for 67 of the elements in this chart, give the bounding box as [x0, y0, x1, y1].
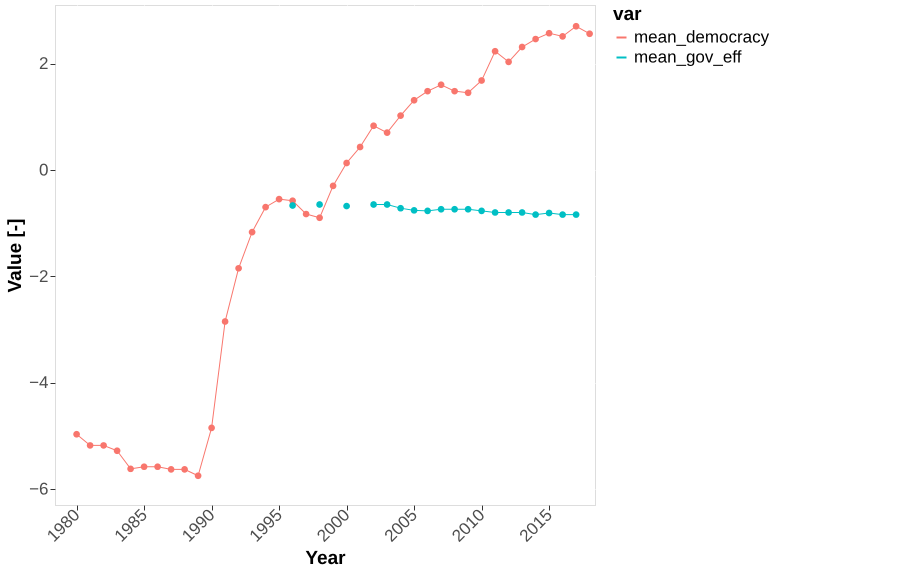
- y-axis-title: Value [-]: [5, 218, 26, 292]
- point: [168, 466, 174, 473]
- point: [464, 89, 472, 96]
- point: [438, 81, 444, 88]
- point: [451, 206, 458, 213]
- point: [559, 33, 566, 40]
- point: [356, 144, 364, 150]
- point: [316, 201, 323, 208]
- legend-label: mean_democracy: [634, 28, 770, 46]
- point: [505, 209, 512, 216]
- point: [532, 36, 539, 42]
- point: [235, 264, 242, 272]
- point: [100, 442, 107, 449]
- point: [194, 472, 202, 480]
- point: [546, 30, 552, 37]
- x-axis-title: Year: [305, 548, 346, 569]
- point: [410, 96, 418, 104]
- point: [114, 447, 120, 454]
- point: [572, 22, 580, 30]
- point: [384, 129, 390, 136]
- point: [424, 208, 431, 214]
- point: [438, 206, 444, 213]
- point: [505, 58, 512, 66]
- point: [343, 202, 350, 210]
- point: [127, 465, 134, 472]
- point: [370, 122, 377, 130]
- legend-label: mean_gov_eff: [634, 48, 742, 66]
- point: [546, 210, 552, 216]
- point: [154, 463, 161, 470]
- point: [262, 204, 269, 210]
- point: [492, 48, 498, 55]
- y-tick-label: −4: [29, 373, 48, 392]
- y-tick-label: 2: [39, 54, 48, 74]
- point: [586, 30, 593, 38]
- y-tick-label: 0: [39, 160, 48, 180]
- point: [289, 202, 296, 209]
- y-tick-label: −6: [29, 480, 48, 499]
- point: [316, 214, 323, 222]
- point: [464, 206, 472, 213]
- point: [572, 211, 580, 218]
- legend-title: var: [613, 4, 642, 25]
- point: [73, 430, 80, 438]
- point: [532, 211, 539, 218]
- point: [410, 206, 418, 214]
- point: [208, 424, 215, 432]
- point: [343, 160, 350, 166]
- point: [478, 77, 485, 84]
- point: [222, 318, 228, 325]
- point: [140, 463, 148, 470]
- point: [559, 211, 566, 218]
- point: [330, 182, 336, 190]
- point: [492, 209, 498, 216]
- point: [478, 208, 485, 214]
- y-tick-label: −2: [29, 266, 48, 286]
- point: [518, 44, 526, 50]
- point: [302, 210, 310, 218]
- point: [384, 201, 390, 208]
- point: [181, 466, 188, 473]
- point: [397, 112, 404, 119]
- point: [370, 201, 377, 208]
- point: [86, 442, 94, 449]
- point: [451, 88, 458, 95]
- point: [424, 88, 431, 95]
- point: [397, 204, 404, 212]
- point: [248, 228, 256, 236]
- point: [276, 196, 282, 202]
- point: [518, 209, 526, 216]
